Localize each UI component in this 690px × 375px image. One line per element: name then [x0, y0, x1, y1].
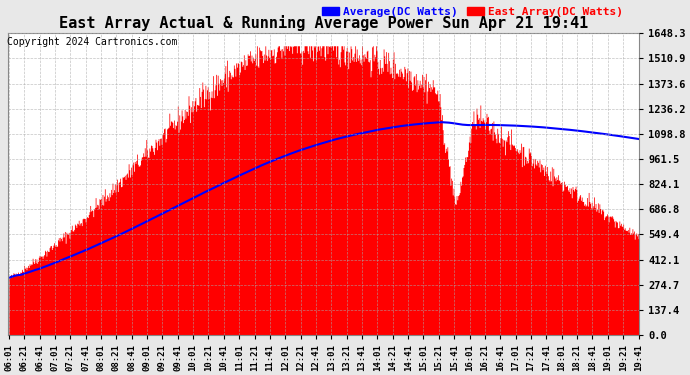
Text: Copyright 2024 Cartronics.com: Copyright 2024 Cartronics.com: [7, 37, 177, 47]
Title: East Array Actual & Running Average Power Sun Apr 21 19:41: East Array Actual & Running Average Powe…: [59, 15, 589, 31]
Legend: Average(DC Watts), East Array(DC Watts): Average(DC Watts), East Array(DC Watts): [317, 3, 627, 21]
